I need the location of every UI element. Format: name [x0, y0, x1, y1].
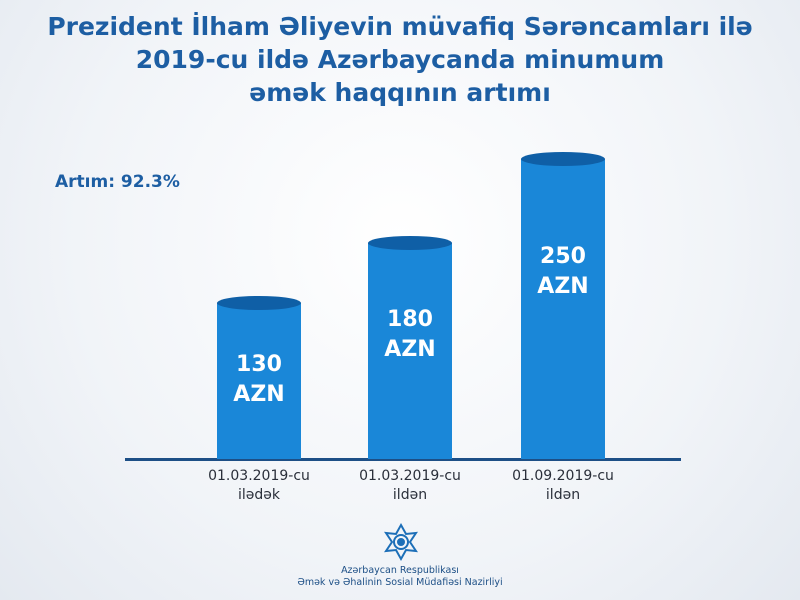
- chart-title: Prezident İlham Əliyevin müvafiq Sərənca…: [47, 12, 753, 107]
- source-line: Azərbaycan Respublikası: [341, 565, 459, 576]
- x-tick-label: 01.09.2019-cu ildən: [512, 468, 614, 503]
- bar-cap: [368, 236, 452, 250]
- bar-cap: [521, 152, 605, 166]
- bar: [368, 243, 452, 459]
- value-label: 250 AZN: [537, 244, 589, 299]
- source-line: Əmək və Əhalinin Sosial Müdafiəsi Nazirl…: [297, 577, 503, 588]
- x-tick-label: 01.03.2019-cu ilədək: [208, 468, 310, 503]
- source: Azərbaycan Respublikası Əmək və Əhalinin…: [0, 565, 800, 589]
- bar: [217, 303, 301, 459]
- value-label: 130 AZN: [233, 352, 285, 407]
- bar-cap: [217, 296, 301, 310]
- annotation: Artım: 92.3%: [55, 172, 180, 192]
- baseline: [125, 458, 681, 461]
- x-tick-label: 01.03.2019-cu ildən: [359, 468, 461, 503]
- logo: [383, 522, 419, 562]
- value-label: 180 AZN: [384, 307, 436, 362]
- bar: [521, 159, 605, 459]
